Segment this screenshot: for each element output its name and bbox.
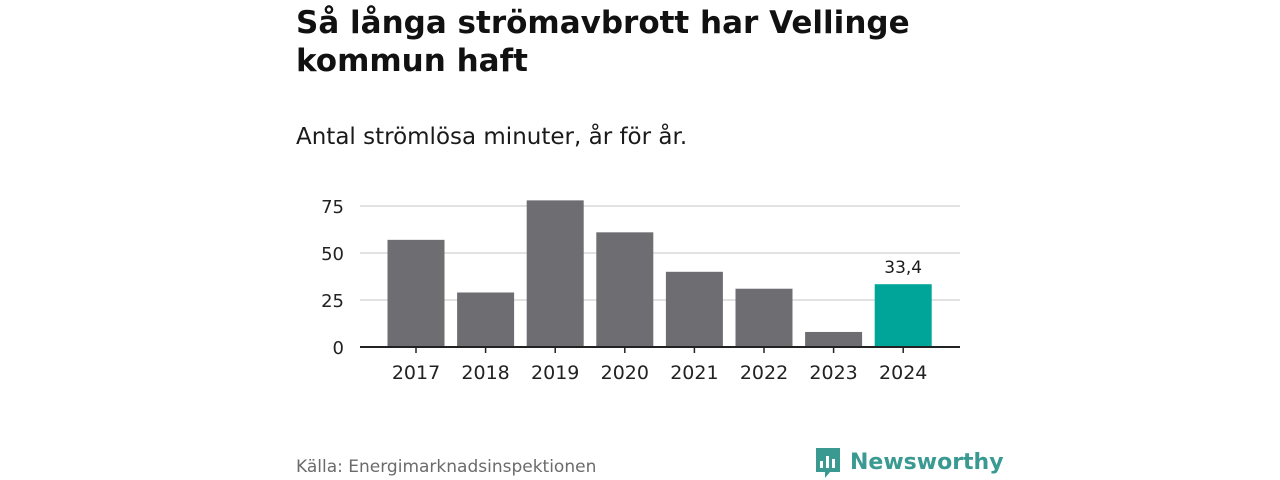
x-tick-label-2020: 2020 (601, 362, 649, 384)
x-tick-label-2021: 2021 (670, 362, 718, 384)
bar-2019 (526, 200, 584, 347)
source-note: Källa: Energimarknadsinspektionen (296, 457, 597, 477)
brand-logo: Newsworthy (814, 446, 1004, 480)
chart-card: Så långa strömavbrott har Vellinge kommu… (296, 0, 1004, 480)
bar-chart-speech-icon (816, 448, 840, 478)
bar-2017 (387, 239, 445, 347)
x-tick-label-2018: 2018 (461, 362, 509, 384)
data-label-2024: 33,4 (884, 258, 922, 278)
y-tick-label-50: 50 (321, 244, 344, 265)
bar-2022 (735, 288, 793, 347)
bar-chart: 0 25 50 75 2017 2018 2019 2020 2021 2022 2023 2024 3… (321, 197, 960, 384)
x-tick-label-2022: 2022 (740, 362, 788, 384)
x-tick-label-2019: 2019 (531, 362, 579, 384)
bar-2024 (874, 284, 932, 347)
y-tick-label-0: 0 (333, 338, 344, 359)
y-tick-label-75: 75 (321, 197, 344, 218)
brand-name: Newsworthy (850, 450, 1004, 475)
bar-2021 (665, 271, 723, 347)
y-tick-label-25: 25 (321, 291, 344, 312)
bar-2023 (805, 331, 863, 347)
chart-title: Så långa strömavbrott har Vellinge kommu… (296, 5, 910, 79)
chart-subtitle: Antal strömlösa minuter, år för år. (296, 124, 688, 150)
x-tick-label-2023: 2023 (809, 362, 857, 384)
x-tick-label-2024: 2024 (879, 362, 927, 384)
bar-2020 (596, 232, 654, 347)
bar-2018 (457, 292, 515, 347)
x-tick-label-2017: 2017 (392, 362, 440, 384)
